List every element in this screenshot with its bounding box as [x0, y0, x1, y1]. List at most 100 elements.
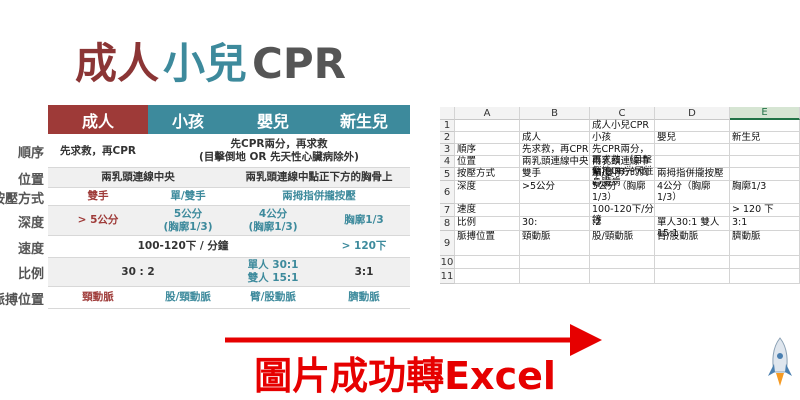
empty-cell [520, 256, 590, 269]
sheet-cell: 速度 [455, 204, 520, 217]
table-cell: 單/雙手 [148, 188, 228, 206]
sheet-cell: > 120 下 [730, 204, 800, 217]
row-number: 8 [440, 217, 455, 231]
empty-cell [655, 120, 730, 132]
table-cell: 兩乳頭連線中央 [48, 168, 228, 188]
row-number: 10 [440, 256, 455, 269]
empty-cell [455, 269, 520, 284]
sheet-cell: 30: [520, 217, 590, 231]
table-header: 小孩 [148, 105, 228, 134]
row-label: 脈搏位置 [0, 292, 44, 308]
row-number: 7 [440, 204, 455, 217]
empty-cell [730, 120, 800, 132]
empty-cell [655, 156, 730, 168]
empty-cell [520, 204, 590, 217]
empty-cell [455, 256, 520, 269]
row-number: 3 [440, 144, 455, 156]
table-cell: 單人 30:1 雙人 15:1 [228, 258, 318, 287]
table-header: 成人 [48, 105, 148, 134]
row-label: 速度 [17, 241, 44, 257]
sheet-cell: 新生兒 [730, 132, 800, 144]
sheet-cell: 胸廓1/3 [730, 181, 800, 204]
rocket-icon [768, 337, 792, 386]
row-number: 1 [440, 120, 455, 132]
empty-cell [730, 156, 800, 168]
decoration [225, 324, 792, 386]
title-child: 小兒 [163, 39, 248, 88]
table-cell: 先求救，再CPR [48, 135, 148, 168]
table-cell: 臍動脈 [318, 287, 410, 309]
empty-cell [590, 256, 655, 269]
row-label: 位置 [17, 172, 44, 188]
empty-cell [655, 256, 730, 269]
sheet-cell: 100-120下/分鐘 [590, 204, 655, 226]
column-header: B [520, 107, 590, 120]
empty-cell [655, 144, 730, 156]
sheet-cell: 兩拇指併攏按壓 [655, 168, 730, 181]
empty-cell [655, 204, 730, 217]
table-cell: 雙手 [48, 188, 148, 206]
sheet-cell: 3:1 [730, 217, 800, 231]
table-cell: 兩拇指併攏按壓 [228, 188, 410, 206]
row-label: 順序 [17, 146, 44, 161]
table-cell: 臂/股動脈 [228, 287, 318, 309]
row-number: 4 [440, 156, 455, 168]
empty-cell [455, 132, 520, 144]
sheet-cell: 單/雙手 [590, 168, 655, 181]
sheet-cell: 成人小兒CPR [590, 120, 655, 132]
column-header: C [590, 107, 655, 120]
table-header: 嬰兒 [228, 105, 318, 134]
empty-cell [455, 120, 520, 132]
sheet-cell: 小孩 [590, 132, 655, 144]
sheet-cell: 成人 [520, 132, 590, 144]
table-cell: > 120下 [318, 236, 410, 258]
row-number: 5 [440, 168, 455, 181]
table-cell: 3:1 [318, 258, 410, 287]
table-cell: 4公分 (胸廓1/3) [228, 206, 318, 236]
empty-cell [520, 120, 590, 132]
title-cpr: CPR [252, 39, 346, 88]
sheet-cell: 5公分（胸廓 1/3） [590, 181, 655, 204]
table-header: 新生兒 [318, 105, 410, 134]
table-cell: 先CPR兩分，再求救 (目擊倒地 OR 先天性心臟病除外) [148, 135, 410, 168]
sheet-cell: 股/頸動脈 [590, 231, 655, 256]
empty-cell [520, 269, 590, 284]
row-number: 11 [440, 269, 455, 284]
caption: 圖片成功轉Excel [254, 354, 556, 398]
row-label: 比例 [17, 267, 44, 282]
column-header: E [730, 107, 800, 120]
sheet-cell: 單人30:1 雙人 15:1 [655, 217, 730, 239]
table-cell: 頸動脈 [48, 287, 148, 309]
sheet-cell: 深度 [455, 181, 520, 204]
sheet-cell: 位置 [455, 156, 520, 168]
table-cell: 胸廓1/3 [318, 206, 410, 236]
title-adult: 成人 [75, 39, 160, 88]
empty-cell [730, 144, 800, 156]
table-cell: 100-120下 / 分鐘 [48, 236, 318, 258]
empty-cell [730, 168, 800, 181]
empty-cell [730, 256, 800, 269]
table-cell: 股/頸動脈 [148, 287, 228, 309]
row-number: 2 [440, 132, 455, 144]
sheet-cell: :2 [590, 217, 655, 231]
row-label: 深度 [17, 215, 44, 231]
empty-cell [655, 269, 730, 284]
table-cell: 30 : 2 [48, 258, 228, 287]
sheet-cell: 脈搏位置 [455, 231, 520, 256]
row-label: 按壓方式 [0, 191, 44, 207]
arrow-head [570, 324, 602, 356]
sheet-cell: 臂/股動脈 [655, 231, 730, 256]
sheet-cell: 順序 [455, 144, 520, 156]
table-cell: > 5公分 [48, 206, 148, 236]
sheet-cell: 4公分（胸廓 1/3） [655, 181, 730, 204]
sheet-cell: 兩乳頭連線中央 [520, 156, 590, 168]
corner-cell [440, 107, 455, 120]
table-cell: 5公分 (胸廓1/3) [148, 206, 228, 236]
sheet-cell: 頸動脈 [520, 231, 590, 256]
sheet-cell: 比例 [455, 217, 520, 231]
empty-cell [730, 269, 800, 284]
row-number: 9 [440, 231, 455, 256]
sheet-cell: 按壓方式 [455, 168, 520, 181]
table-cell: 兩乳頭連線中點正下方的胸骨上 [228, 168, 410, 188]
